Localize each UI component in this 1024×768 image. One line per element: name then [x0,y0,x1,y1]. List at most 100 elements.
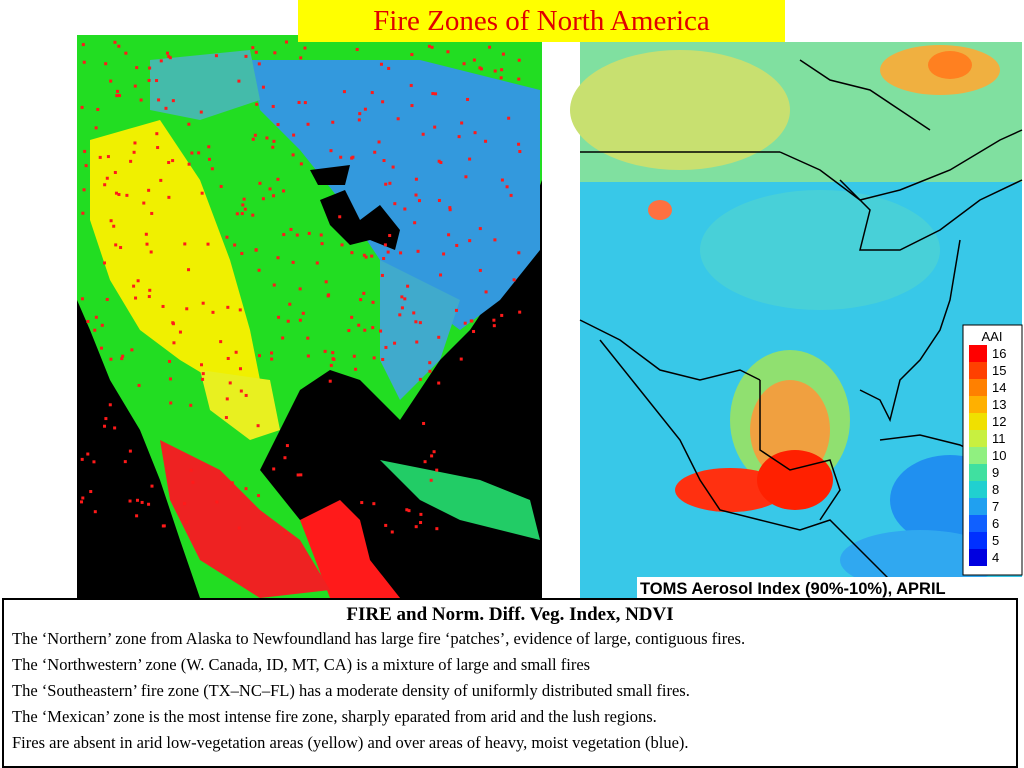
fire-dot [150,211,154,215]
text-line: The ‘Mexican’ zone is the most intense f… [12,707,657,726]
fire-dot [355,47,359,51]
fire-dot [233,243,237,247]
fire-dot [347,329,351,333]
fire-dot [164,106,168,110]
fire-dot [331,357,335,361]
fire-dot [86,452,90,456]
fire-dot [414,525,418,529]
fire-dot [108,403,112,407]
fire-dot [241,203,245,207]
fire-dot [137,383,141,387]
fire-dot [492,318,496,322]
fire-dot [206,242,210,246]
fire-dot [500,178,504,182]
fire-dot [466,97,470,101]
fire-dot [92,460,96,464]
fire-dot [403,207,407,211]
fire-dot [428,369,432,373]
fire-dot [219,184,223,188]
fire-dot [390,530,394,534]
fire-dot [118,94,122,98]
legend: 16 15 14 13 12 11 10 9 8 7 6 5 4 [969,345,1006,566]
fire-dot [410,53,414,57]
fire-dot [469,319,473,323]
fire-dot [210,167,214,171]
fire-dot [191,480,195,484]
fire-dot [329,149,333,153]
fire-dot [328,379,332,383]
fire-dot [478,227,482,231]
legend-swatch [969,379,987,396]
legend-label: 4 [992,550,999,565]
fire-dot [83,149,87,153]
fire-dot [187,162,191,166]
fire-dot [189,468,193,472]
fire-dot [133,84,137,88]
fire-dot [251,213,255,217]
text-line: The ‘Northern’ zone from Alaska to Newfo… [12,629,746,648]
fire-dot [433,125,437,129]
fire-dot [132,150,136,154]
fire-dot [109,79,113,83]
fire-dot [346,512,350,516]
legend-swatch [969,464,987,481]
fire-dot [136,279,140,283]
fire-dot [81,43,85,47]
fire-dot [125,193,129,197]
legend-swatch [969,498,987,515]
fire-dot [478,268,482,272]
fire-dot [128,449,132,453]
fire-dot [384,523,388,527]
fire-dot [80,297,84,301]
fire-dot [157,98,161,102]
fire-dot [484,139,488,143]
fire-dot [272,139,276,143]
fire-dot [493,69,497,73]
fire-dot [359,298,363,302]
fire-dot [393,202,397,206]
fire-dot [214,54,218,58]
fire-dot [80,457,84,461]
fire-dot [80,105,84,109]
fire-dot [207,145,211,149]
fire-dot [185,307,189,311]
fire-dot [109,219,113,223]
fire-dot [460,121,464,125]
fire-dot [230,481,234,485]
fire-dot [301,311,305,315]
fire-dot [386,250,390,254]
fire-dot [199,363,203,367]
fire-dot [291,260,295,264]
fire-dot [139,98,143,102]
fire-dot [235,212,239,216]
fire-dot [89,490,93,494]
fire-dot [363,328,367,332]
fire-dot [253,133,257,137]
fire-dot [197,151,201,155]
fire-dot [434,92,438,96]
fire-dot [357,323,361,327]
fire-dot [381,100,385,104]
fire-dot [120,357,124,361]
fire-dot [501,52,505,56]
fire-dot [329,363,333,367]
fire-dot [132,284,136,288]
legend-swatch [969,447,987,464]
fire-dot [331,120,335,124]
fire-dot [225,397,229,401]
legend-label: 6 [992,516,999,531]
fire-dot [270,357,274,361]
fire-dot [147,502,151,506]
fire-dot [464,175,468,179]
fire-dot [387,66,391,70]
fire-dot [277,315,281,319]
fire-dot [272,194,276,198]
fire-dot [161,304,165,308]
fire-dot [296,473,300,477]
fire-dot [178,330,182,334]
fire-dot [362,291,366,295]
fire-dot [298,287,302,291]
fire-dot [207,157,211,161]
fire-dot [171,159,175,163]
fire-dot [254,248,258,252]
